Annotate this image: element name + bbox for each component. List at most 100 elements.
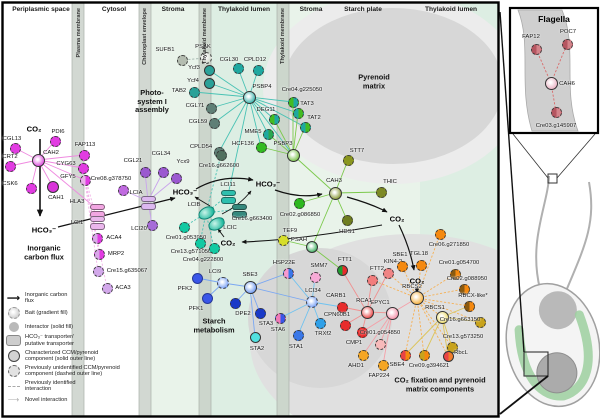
- node-label-Ycf3: Ycf3: [188, 64, 200, 71]
- node-SMM7: [309, 271, 321, 283]
- node-label-PSAH: PSAH: [290, 236, 308, 243]
- solid-outline-glyph: [7, 349, 20, 362]
- node-POC7: [561, 38, 573, 50]
- node-label-STA3: STA3: [258, 320, 274, 327]
- membrane-label-1: Chloroplast envelope: [142, 8, 148, 65]
- transporter-segment: [140, 203, 156, 210]
- node-label-STA2: STA2: [249, 345, 265, 352]
- node-Cre01.g054850: [374, 338, 386, 350]
- node-RBCS2: [410, 291, 424, 305]
- node-DPE2: [229, 297, 241, 309]
- legend-text-0: Inorganic carbon flux: [25, 292, 68, 305]
- compartment-label-6: Thylakoid lumen: [424, 6, 478, 13]
- node-label-RBCX-like*: RBCX-like*: [458, 292, 488, 299]
- transporter-LCI1: [89, 215, 105, 230]
- node-label-CAH6: CAH6: [559, 80, 575, 87]
- node-label-CAH1: CAH1: [48, 194, 64, 201]
- node-label-SBE1: SBE1: [392, 251, 408, 258]
- cluster-title-3: CO₂ fixation and pyrenoid matrix compone…: [394, 375, 486, 393]
- node-CGL21: [139, 166, 151, 178]
- legend-text-7: Novel interaction: [25, 396, 68, 403]
- node-SBE4: [399, 349, 411, 361]
- node-label-RBCS2: RBCS2: [402, 283, 422, 290]
- node-PSBP4: [242, 90, 256, 104]
- cluster-title-2: Starch metabolism: [193, 316, 235, 334]
- node-CAH1: [47, 181, 59, 193]
- node-FAP224: [377, 359, 389, 371]
- node-label-LCIB: LCIB: [187, 201, 201, 208]
- node-label-HDS1: HDS1: [339, 228, 355, 235]
- node-label-CYG63: CYG63: [56, 160, 76, 167]
- node-Cre03.g145907: [550, 106, 562, 118]
- node-ACA3: [101, 282, 113, 294]
- node-label-TAT2: TAT2: [307, 114, 321, 121]
- node-label-CGL71: CGL71: [185, 102, 205, 109]
- interactor-glyph: [8, 321, 19, 332]
- node-label-DPE2: DPE2: [235, 310, 251, 317]
- node-label-CAH2: CAH2: [43, 149, 59, 156]
- node-label-Cre02.g086850: Cre02.g086850: [279, 211, 321, 218]
- legend-icon-arrow: ⟶: [6, 293, 21, 304]
- node-Ycf3: [203, 64, 215, 76]
- node-label-TGL18: TGL18: [409, 250, 429, 257]
- node-label-Cre15.g635067: Cre15.g635067: [106, 267, 148, 274]
- node-label-KIN4-2: KIN4-2: [383, 258, 403, 265]
- node-CAH2: [31, 153, 45, 167]
- node-label-CGL59: CGL59: [188, 118, 208, 125]
- node-Cre04.g225050: [287, 96, 299, 108]
- node-STT7: [342, 154, 354, 166]
- compartment-label-2: Stroma: [161, 6, 185, 13]
- node-Cre01.g054700: [449, 268, 461, 280]
- transporter-segment: [231, 211, 247, 218]
- thin-arrow-glyph: ⟶: [7, 395, 20, 405]
- legend-item-interactor: Interactor (solid fill): [6, 321, 144, 332]
- node-CGL13: [9, 142, 21, 154]
- arrow-glyph: ⟶: [7, 292, 20, 303]
- node-label-CPLD54: CPLD54: [189, 143, 213, 150]
- node-label-LCI34: LCI34: [305, 287, 321, 294]
- node-HDS1: [341, 214, 353, 226]
- node-label-Cre01.g054700: Cre01.g054700: [438, 259, 480, 266]
- transporter-LCIA: [140, 195, 156, 210]
- legend-text-1: Bait (gradient fill): [25, 310, 68, 317]
- legend-item-solid-outline: Characterized CCM/pyrenoid component (so…: [6, 350, 144, 363]
- node-label-RbcL: RbcL: [454, 349, 468, 356]
- transporter-segment: [89, 203, 105, 211]
- node-label-PFK2: PFK2: [177, 285, 193, 292]
- compartment-label-1: Cytosol: [101, 6, 127, 13]
- node-label-RCA1: RCA1: [356, 297, 372, 304]
- transporter-Cre16.g663400: [231, 203, 247, 218]
- node-label-TRXf2: TRXf2: [314, 330, 332, 337]
- node-RBCS1: [435, 310, 449, 324]
- node-label-LCI9: LCI9: [208, 268, 222, 275]
- legend-item-arrow: ⟶ Inorganic carbon flux: [6, 292, 144, 305]
- node-label-CAH3: CAH3: [326, 177, 342, 184]
- node-label-PSBP4: PSBP4: [252, 83, 272, 90]
- flux-label-0: CO₂: [26, 124, 42, 134]
- node-FAP113: [78, 149, 90, 161]
- legend-text-6: Previously identified interaction: [25, 380, 76, 393]
- legend-text-3: HCO₃⁻ transporter/ putative transporter: [25, 334, 75, 347]
- node-SBE1: [396, 260, 408, 272]
- transporter-segment: [231, 203, 247, 211]
- legend-item-dashed-line: Previously identified interaction: [6, 380, 144, 393]
- node-PSAH: [306, 241, 318, 253]
- node-CSK6: [25, 182, 37, 194]
- node-label-Cre13.g571050: Cre13.g571050: [170, 248, 212, 255]
- node-label-LCI11: LCI11: [220, 181, 236, 188]
- legend: ⟶ Inorganic carbon flux Bait (gradient fil…: [6, 292, 144, 404]
- inset-title: Flagella: [538, 14, 570, 24]
- node-label-POC7: POC7: [559, 28, 577, 35]
- node-CYG63: [77, 162, 89, 174]
- node-Cre02.g088950: [458, 283, 470, 295]
- compartment-label-0: Periplasmic space: [12, 6, 70, 13]
- legend-icon-dashed-line: [6, 385, 21, 387]
- node-label-HSP22E: HSP22E: [272, 259, 296, 266]
- node-label-FAP12: FAP12: [522, 33, 540, 40]
- node-label-Ycx9: Ycx9: [176, 158, 190, 165]
- membrane-label-2: Thylakoid membrane: [202, 8, 208, 64]
- node-FTT1: [336, 264, 348, 276]
- node-label-Cre09.g394621: Cre09.g394621: [408, 362, 450, 369]
